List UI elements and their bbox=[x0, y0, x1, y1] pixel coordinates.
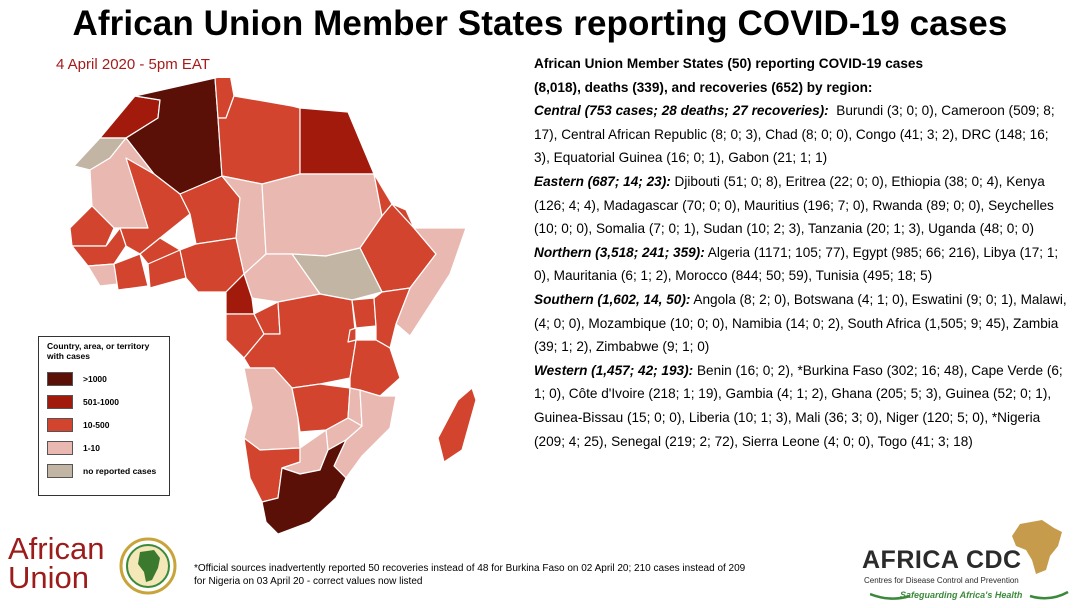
summary-line-2: (8,018), deaths (339), and recoveries (6… bbox=[534, 79, 873, 95]
region-central: Central (753 cases; 28 deaths; 27 recove… bbox=[534, 99, 1068, 170]
map-senegal bbox=[69, 205, 115, 247]
region-label: Central (753 cases; 28 deaths; 27 recove… bbox=[534, 103, 829, 119]
legend-label: 1-10 bbox=[83, 442, 101, 453]
legend-item: no reported cases bbox=[47, 459, 161, 482]
summary-line-1: African Union Member States (50) reporti… bbox=[534, 56, 924, 71]
region-eastern: Eastern (687; 14; 23): Djibouti (51; 0; … bbox=[534, 170, 1068, 241]
map-djibouti bbox=[391, 203, 415, 229]
region-northern: Northern (3,518; 241; 359): Algeria (117… bbox=[534, 241, 1068, 288]
au-word-2: Union bbox=[8, 560, 89, 595]
au-wordmark: African Union bbox=[8, 531, 105, 595]
african-union-logo: African Union bbox=[8, 532, 178, 598]
legend-swatch bbox=[47, 463, 73, 478]
legend-label: 501-1000 bbox=[83, 396, 119, 407]
region-label: Northern (3,518; 241; 359): bbox=[534, 244, 705, 260]
map-south-africa bbox=[261, 439, 347, 535]
region-label: Eastern (687; 14; 23): bbox=[534, 173, 671, 189]
legend-label: 10-500 bbox=[83, 419, 110, 430]
africa-continent-icon bbox=[1012, 520, 1062, 574]
region-details: Burundi (3; 0; 0), Cameroon (509; 8; 17)… bbox=[534, 103, 1055, 166]
footnote-line-1: *Official sources inadvertently reported… bbox=[194, 563, 746, 574]
africa-map-svg bbox=[69, 73, 498, 535]
region-label: Southern (1,602, 14, 50): bbox=[534, 291, 691, 307]
map-madagascar bbox=[437, 387, 477, 463]
page-title: African Union Member States reporting CO… bbox=[72, 4, 1008, 43]
map-legend: Country, area, or territory with cases >… bbox=[38, 336, 170, 496]
cdc-swoosh-icon bbox=[870, 590, 1069, 600]
region-details: Djibouti (51; 0; 8), Eritrea (22; 0; 0),… bbox=[534, 173, 1054, 237]
cdc-subtitle: Centres for Disease Control and Preventi… bbox=[864, 576, 1019, 585]
map-tanzania bbox=[349, 339, 401, 397]
region-details: Angola (8; 2; 0), Botswana (4; 1; 0), Es… bbox=[534, 291, 1067, 355]
au-word-1: African bbox=[8, 531, 105, 566]
region-western: Western (1,457; 42; 193): Benin (16; 0; … bbox=[534, 359, 1068, 453]
legend-swatch bbox=[47, 417, 73, 432]
map-cote-divoire bbox=[113, 253, 149, 291]
legend-swatch bbox=[47, 440, 73, 455]
region-details: Algeria (1171; 105; 77), Egypt (985; 66;… bbox=[534, 244, 1059, 284]
africa-map bbox=[30, 73, 498, 538]
au-emblem-icon bbox=[119, 537, 177, 595]
map-libya bbox=[217, 95, 301, 185]
regional-summary: African Union Member States (50) reporti… bbox=[534, 52, 1068, 453]
footnote: *Official sources inadvertently reported… bbox=[194, 562, 834, 588]
legend-item: 10-500 bbox=[47, 413, 161, 436]
map-cameroon bbox=[225, 273, 255, 315]
map-sierra-leone bbox=[87, 263, 119, 287]
legend-title: Country, area, or territory with cases bbox=[47, 341, 150, 361]
report-date: 4 April 2020 - 5pm EAT bbox=[56, 56, 210, 73]
cdc-name: AFRICA CDC bbox=[862, 546, 1022, 574]
africa-cdc-logo: AFRICA CDC Centres for Disease Control a… bbox=[862, 516, 1074, 606]
summary-heading: African Union Member States (50) reporti… bbox=[534, 52, 1068, 99]
map-egypt bbox=[299, 107, 375, 175]
legend-item: 1-10 bbox=[47, 436, 161, 459]
legend-swatch bbox=[47, 394, 73, 409]
region-details: Benin (16; 0; 2), *Burkina Faso (302; 16… bbox=[534, 362, 1063, 449]
region-label: Western (1,457; 42; 193): bbox=[534, 362, 694, 378]
map-somalia bbox=[395, 227, 467, 337]
map-kenya bbox=[373, 287, 411, 349]
region-southern: Southern (1,602, 14, 50): Angola (8; 2; … bbox=[534, 288, 1068, 359]
cdc-tagline: Safeguarding Africa's Health bbox=[900, 590, 1023, 600]
footnote-line-2: for Nigeria on 03 April 20 - correct val… bbox=[194, 576, 423, 587]
legend-swatch bbox=[47, 371, 73, 386]
legend-label: no reported cases bbox=[83, 465, 157, 476]
legend-label: >1000 bbox=[83, 373, 107, 384]
legend-item: 501-1000 bbox=[47, 390, 161, 413]
legend-item: >1000 bbox=[47, 367, 161, 390]
map-uganda bbox=[351, 297, 377, 329]
